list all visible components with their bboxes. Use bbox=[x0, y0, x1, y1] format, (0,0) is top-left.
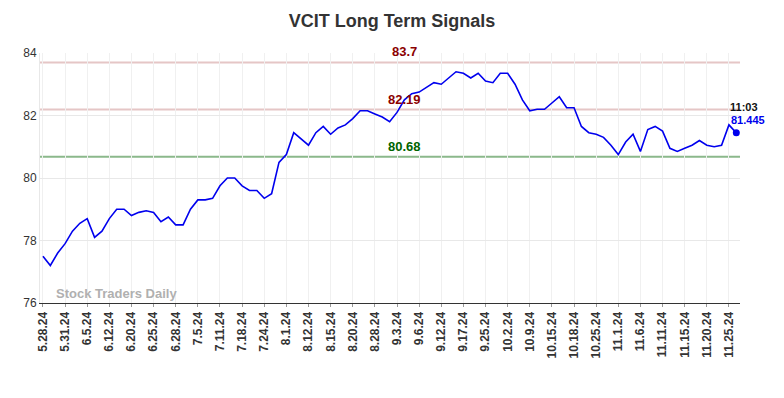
svg-text:7.24.24: 7.24.24 bbox=[257, 311, 271, 351]
svg-text:80: 80 bbox=[23, 171, 37, 185]
svg-text:11.25.24: 11.25.24 bbox=[722, 311, 736, 357]
svg-text:9.3.24: 9.3.24 bbox=[390, 311, 404, 345]
svg-text:10.9.24: 10.9.24 bbox=[523, 311, 537, 351]
svg-text:8.15.24: 8.15.24 bbox=[324, 311, 338, 351]
svg-text:6.12.24: 6.12.24 bbox=[102, 311, 116, 351]
svg-text:84: 84 bbox=[23, 46, 37, 60]
svg-text:11:03: 11:03 bbox=[730, 101, 758, 113]
svg-text:81.445: 81.445 bbox=[731, 114, 765, 126]
svg-text:8.12.24: 8.12.24 bbox=[301, 311, 315, 351]
svg-text:11.15.24: 11.15.24 bbox=[678, 311, 692, 357]
svg-text:5.28.24: 5.28.24 bbox=[36, 311, 50, 351]
svg-text:7.11.24: 7.11.24 bbox=[213, 311, 227, 351]
svg-text:11.6.24: 11.6.24 bbox=[633, 311, 647, 351]
svg-text:6.5.24: 6.5.24 bbox=[80, 311, 94, 345]
svg-text:6.28.24: 6.28.24 bbox=[169, 311, 183, 351]
svg-text:83.7: 83.7 bbox=[392, 44, 417, 59]
svg-text:76: 76 bbox=[23, 296, 37, 310]
svg-text:6.25.24: 6.25.24 bbox=[146, 311, 160, 351]
svg-text:8.1.24: 8.1.24 bbox=[279, 311, 293, 345]
svg-text:Stock Traders Daily: Stock Traders Daily bbox=[56, 286, 177, 301]
svg-text:7.18.24: 7.18.24 bbox=[235, 311, 249, 351]
svg-text:5.31.24: 5.31.24 bbox=[58, 311, 72, 351]
svg-text:11.11.24: 11.11.24 bbox=[655, 311, 669, 357]
svg-text:6.20.24: 6.20.24 bbox=[124, 311, 138, 351]
svg-text:9.12.24: 9.12.24 bbox=[434, 311, 448, 351]
svg-text:VCIT Long Term Signals: VCIT Long Term Signals bbox=[289, 11, 496, 31]
svg-text:10.2.24: 10.2.24 bbox=[501, 311, 515, 351]
svg-text:9.6.24: 9.6.24 bbox=[412, 311, 426, 345]
svg-text:11.20.24: 11.20.24 bbox=[700, 311, 714, 357]
svg-text:10.15.24: 10.15.24 bbox=[545, 311, 559, 358]
svg-text:8.20.24: 8.20.24 bbox=[346, 311, 360, 351]
svg-text:9.17.24: 9.17.24 bbox=[456, 311, 470, 351]
svg-text:82.19: 82.19 bbox=[388, 92, 421, 107]
svg-text:7.5.24: 7.5.24 bbox=[191, 311, 205, 345]
svg-text:82: 82 bbox=[23, 109, 37, 123]
svg-text:8.28.24: 8.28.24 bbox=[368, 311, 382, 351]
svg-text:78: 78 bbox=[23, 234, 37, 248]
svg-text:9.25.24: 9.25.24 bbox=[478, 311, 492, 351]
svg-text:10.25.24: 10.25.24 bbox=[589, 311, 603, 358]
svg-text:11.1.24: 11.1.24 bbox=[611, 311, 625, 351]
svg-text:10.18.24: 10.18.24 bbox=[567, 311, 581, 358]
svg-text:80.68: 80.68 bbox=[388, 139, 421, 154]
